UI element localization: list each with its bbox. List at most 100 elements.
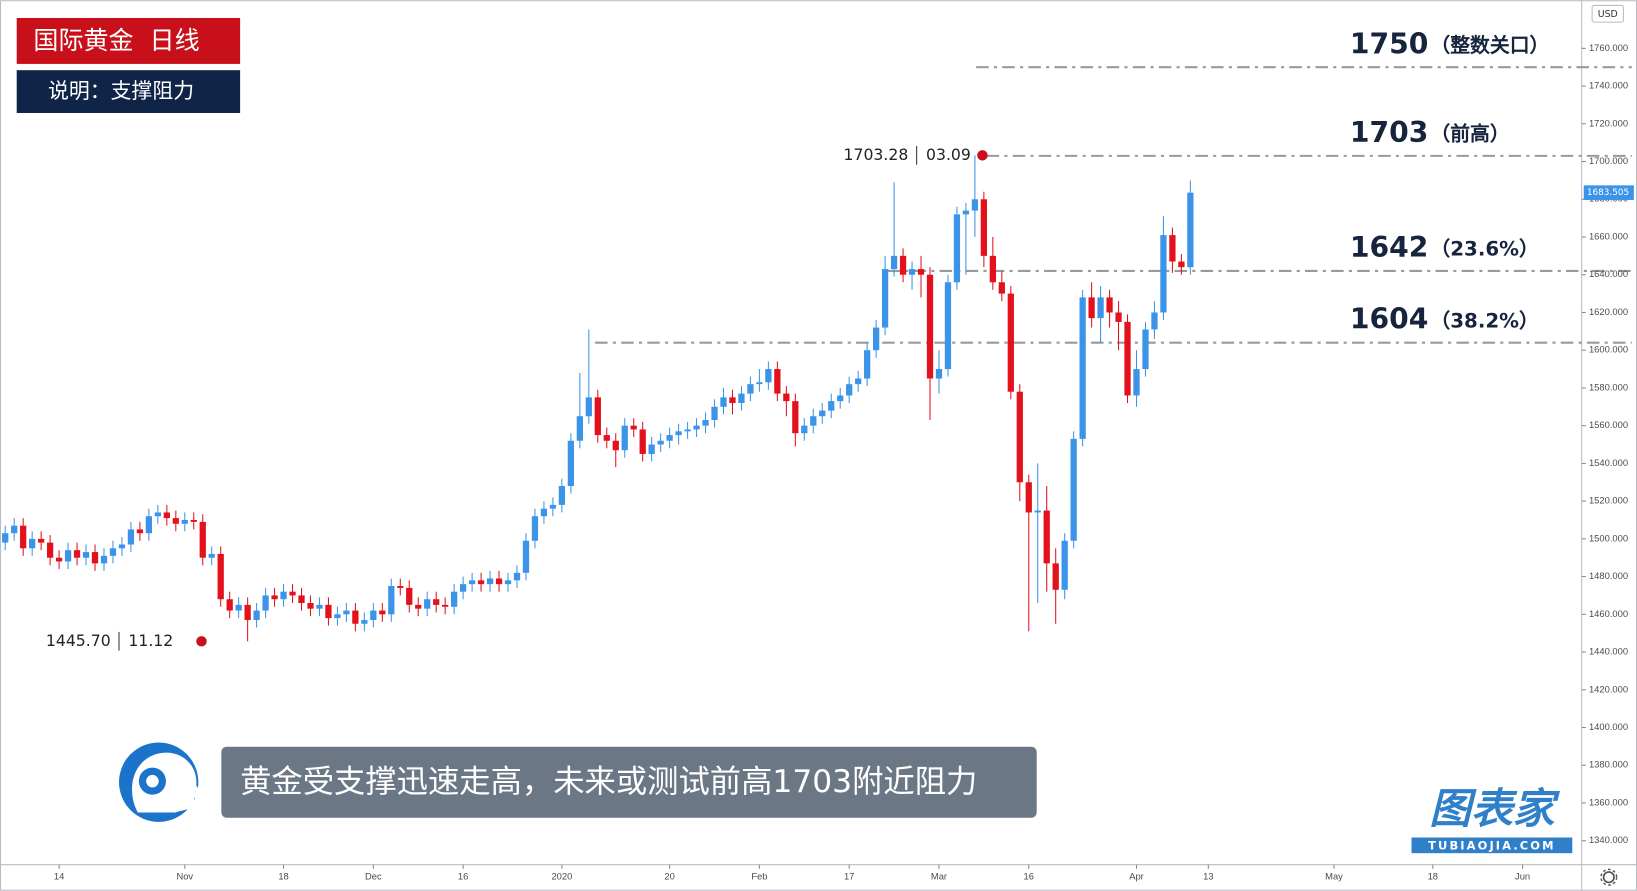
candle-body (38, 538, 45, 543)
y-tick-label: 1360.000 (1589, 796, 1628, 807)
level-value: 1604 (1350, 303, 1428, 336)
candle-body (855, 378, 862, 385)
candle-body (917, 269, 925, 275)
y-tick-label: 1560.000 (1589, 419, 1628, 430)
y-tick-label: 1580.000 (1589, 381, 1628, 392)
candle-body (567, 440, 574, 487)
candle-body (289, 591, 296, 596)
candle-body (702, 419, 709, 426)
brand-logo: 图表家 (1429, 784, 1560, 833)
candle-body (208, 553, 215, 558)
candle-body (424, 599, 431, 609)
y-tick-label: 1460.000 (1589, 608, 1628, 619)
candle-body (352, 610, 359, 624)
candle-body (415, 604, 422, 609)
level-value: 1642 (1350, 231, 1428, 264)
caption-box (221, 746, 1037, 818)
chart-title: 国际黄金 日线 (33, 26, 199, 55)
x-tick-label: Mar (931, 871, 947, 882)
candle-body (693, 425, 700, 430)
y-tick-label: 1600.000 (1589, 344, 1628, 355)
candles (2, 155, 1194, 642)
candle-body (666, 435, 673, 441)
candle-body (29, 538, 36, 549)
candle-body (163, 512, 170, 519)
x-tick-label: 17 (844, 871, 854, 882)
annotations: 1750 （整数关口） 1703 （前高） 1642 （23.6%） 1604 （38.2%）… (46, 27, 1549, 651)
candle-body (217, 553, 224, 600)
candle-body (872, 327, 880, 351)
icon-head (131, 752, 203, 813)
gear-ring[interactable] (1602, 871, 1615, 884)
candle-body (388, 586, 395, 615)
candle-body (46, 542, 54, 558)
level-note: （23.6%） (1430, 238, 1538, 261)
candle-body (181, 519, 188, 524)
x-tick-label: 16 (458, 871, 468, 882)
candle-body (540, 508, 548, 517)
candle-body (11, 525, 18, 534)
candle-body (1151, 312, 1158, 330)
candle-body (1169, 235, 1176, 262)
candle-body (316, 604, 323, 609)
candle-body (100, 555, 108, 564)
candle-body (819, 410, 826, 417)
y-tick-label: 1400.000 (1589, 721, 1628, 732)
candle-body (244, 604, 251, 620)
gear-teeth[interactable] (1600, 868, 1618, 886)
x-tick-label: 16 (1024, 871, 1034, 882)
candle-body (729, 397, 736, 404)
level-note: （38.2%） (1430, 309, 1538, 332)
y-tick-label: 1620.000 (1589, 306, 1628, 317)
candle-body (594, 397, 601, 436)
level-note: （整数关口） (1430, 34, 1549, 57)
x-tick-label: Dec (365, 871, 382, 882)
candle-body (82, 552, 90, 558)
candle-body (1160, 235, 1167, 313)
icon-ear-inner (146, 774, 159, 788)
candle-body (64, 550, 72, 562)
candle-body (1016, 391, 1023, 483)
y-tick-label: 1660.000 (1589, 230, 1628, 241)
candle-body (864, 350, 871, 379)
candle-body (881, 269, 889, 328)
annotation-date: 11.12 (128, 631, 173, 650)
candle-body (486, 578, 494, 585)
candle-body (648, 444, 655, 454)
caption: 黄金受支撑迅速走高，未来或测试前高1703附近阻力 (240, 764, 977, 800)
candle-body (1115, 312, 1122, 322)
y-tick-label: 1500.000 (1589, 532, 1628, 543)
y-tick-label: 1480.000 (1589, 570, 1628, 581)
candle-body (145, 516, 153, 534)
candle-body (271, 595, 278, 600)
x-tick-label: May (1325, 871, 1343, 882)
settings-button[interactable] (1600, 868, 1618, 886)
annotation-dot (977, 150, 988, 161)
candle-body (1070, 438, 1077, 541)
candle-body (630, 425, 637, 430)
x-tick-label: 13 (1203, 871, 1213, 882)
assistant-icon (119, 742, 203, 822)
candle-body (1187, 192, 1194, 268)
candle-body (406, 587, 413, 605)
annotation-value: 1703.28 (844, 145, 909, 164)
candle-body (20, 525, 27, 549)
candle-body (226, 599, 233, 611)
candle-body (280, 591, 287, 600)
y-tick-label: 1700.000 (1589, 155, 1628, 166)
candle-body (361, 619, 368, 624)
candle-body (307, 602, 314, 609)
candle-body (774, 369, 781, 394)
candle-body (334, 614, 341, 619)
subtitle-box (16, 70, 241, 113)
candle-body (262, 595, 269, 611)
brand-url-box (1411, 837, 1573, 854)
candle-body (343, 610, 350, 615)
title-box (16, 17, 241, 64)
candle-body (1106, 297, 1113, 313)
annotation-value: 1445.70 (46, 631, 111, 650)
candle-body (639, 429, 646, 454)
y-tick-label: 1640.000 (1589, 268, 1628, 279)
